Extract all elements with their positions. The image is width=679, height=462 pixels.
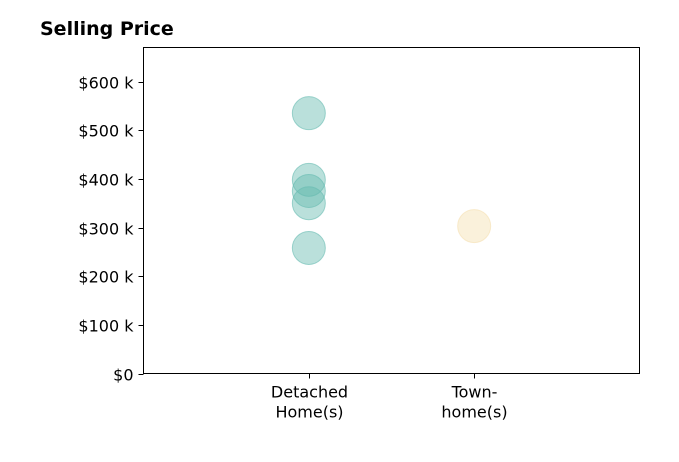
y-tick-label: $200 k (78, 268, 134, 287)
y-tick-label: $100 k (78, 317, 134, 336)
x-tick-label: Home(s) (275, 403, 343, 422)
chart-title: Selling Price (40, 18, 174, 40)
x-tick-label: home(s) (441, 403, 507, 422)
data-point (291, 186, 326, 221)
data-point (291, 162, 326, 197)
data-point (291, 96, 326, 131)
y-tick-label: $500 k (78, 122, 134, 141)
y-tick-label: $600 k (78, 74, 134, 93)
data-point (457, 209, 492, 244)
y-tick-label: $300 k (78, 220, 134, 239)
y-axis: $0 $100 k $200 k $300 k $400 k $500 k $600 k (78, 74, 144, 385)
data-point (291, 230, 326, 265)
y-tick-label: $400 k (78, 171, 134, 190)
data-point (291, 174, 326, 209)
data-points (291, 96, 492, 265)
x-tick-label: Town- (451, 383, 498, 402)
y-tick-label: $0 (113, 366, 133, 385)
plot-frame (143, 47, 640, 374)
x-tick-label: Detached (271, 383, 348, 402)
